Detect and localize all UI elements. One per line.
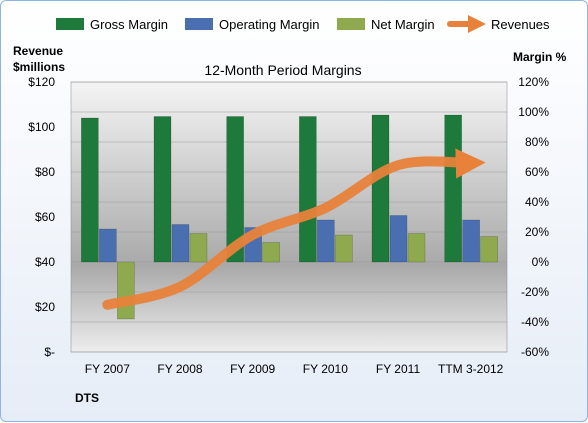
legend-label-revenues: Revenues xyxy=(491,17,550,32)
x-tick-label: FY 2007 xyxy=(85,362,130,376)
bar-net-margin xyxy=(407,233,426,263)
legend-label-gross: Gross Margin xyxy=(90,17,168,32)
legend-item-gross: Gross Margin xyxy=(56,17,168,32)
bar-operating-margin xyxy=(99,228,117,263)
y-right-tick-label: 80% xyxy=(525,135,549,149)
y-right-tick-label: 40% xyxy=(525,195,549,209)
legend: Gross Margin Operating Margin Net Margin… xyxy=(56,15,550,33)
bar-operating-margin xyxy=(462,219,480,263)
bar-gross-margin xyxy=(226,116,244,263)
y-left-tick-label: $- xyxy=(44,345,55,359)
y-left-tick-label: $20 xyxy=(35,300,55,314)
y-axis-right-ticks: -60% -40% -20% 0% 20% 40% 60% 80% 100% 120% xyxy=(518,75,549,359)
legend-swatch-gross xyxy=(56,18,84,30)
legend-label-operating: Operating Margin xyxy=(219,17,319,32)
y-axis-right-title: Margin % xyxy=(513,50,567,64)
x-axis-ticks: FY 2007 FY 2008 FY 2009 FY 2010 FY 2011 TTM 3… xyxy=(85,362,504,376)
y-axis-left-ticks: $- $20 $40 $60 $80 $100 $120 xyxy=(28,75,55,359)
bar-net-margin xyxy=(117,261,135,320)
x-tick-label: TTM 3-2012 xyxy=(438,362,504,376)
y-left-tick-label: $80 xyxy=(35,165,55,179)
revenue-line xyxy=(102,148,486,310)
y-left-tick-label: $60 xyxy=(35,210,55,224)
bar-operating-margin xyxy=(389,215,408,263)
y-left-tick-label: $120 xyxy=(28,75,55,89)
y-right-tick-label: -40% xyxy=(521,315,549,329)
legend-label-net: Net Margin xyxy=(371,17,435,32)
bar-net-margin xyxy=(335,234,353,263)
y-right-tick-label: 120% xyxy=(518,75,549,89)
revenue-line-path xyxy=(102,148,486,310)
chart-title: 12-Month Period Margins xyxy=(204,62,361,78)
bar-gross-margin xyxy=(153,116,172,263)
x-tick-label: FY 2010 xyxy=(303,362,348,376)
bar-net-margin xyxy=(480,236,498,263)
y-left-tick-label: $40 xyxy=(35,255,55,269)
y-axis-left-title-line2: $millions xyxy=(13,60,65,74)
y-right-tick-label: -60% xyxy=(521,345,549,359)
legend-item-revenues: Revenues xyxy=(447,15,550,33)
legend-item-net: Net Margin xyxy=(337,17,435,32)
bar-operating-margin xyxy=(171,224,190,263)
grid-lines xyxy=(71,81,507,353)
bar-gross-margin xyxy=(299,116,317,263)
x-tick-label: FY 2008 xyxy=(157,362,202,376)
legend-item-operating: Operating Margin xyxy=(185,17,319,32)
y-right-tick-label: 60% xyxy=(525,165,549,179)
bar-net-margin xyxy=(189,233,208,263)
y-right-tick-label: 100% xyxy=(518,105,549,119)
bar-net-margin xyxy=(262,242,280,263)
y-right-tick-label: 0% xyxy=(532,255,550,269)
y-right-tick-label: -20% xyxy=(521,285,549,299)
y-left-tick-label: $100 xyxy=(28,120,55,134)
company-label: DTS xyxy=(75,391,99,405)
legend-swatch-operating xyxy=(185,18,213,30)
y-right-tick-label: 20% xyxy=(525,225,549,239)
x-tick-label: FY 2009 xyxy=(230,362,275,376)
bar-gross-margin xyxy=(444,114,462,263)
legend-swatch-net xyxy=(337,18,365,30)
bar-gross-margin xyxy=(371,114,390,263)
x-tick-label: FY 2011 xyxy=(376,362,421,376)
bar-gross-margin xyxy=(81,117,99,263)
bar-operating-margin xyxy=(317,219,335,263)
y-axis-left-title-line1: Revenue xyxy=(13,44,63,58)
